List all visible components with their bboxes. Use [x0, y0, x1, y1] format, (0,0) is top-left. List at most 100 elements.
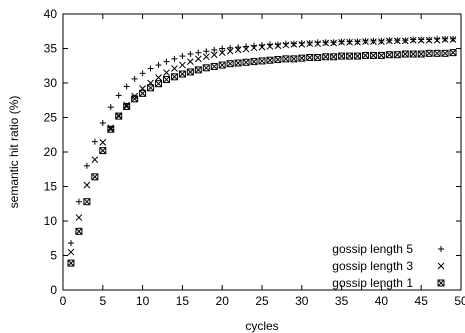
data-point — [155, 62, 162, 69]
y-tick-label: 35 — [44, 42, 58, 56]
data-point — [282, 40, 289, 47]
data-point — [75, 227, 83, 235]
x-tick-label: 40 — [375, 294, 389, 308]
legend-marker — [438, 246, 444, 252]
data-point — [298, 54, 306, 62]
y-tick-label: 0 — [50, 283, 57, 297]
data-point — [218, 61, 226, 69]
data-point — [290, 55, 298, 63]
data-point — [194, 66, 202, 74]
data-point — [258, 43, 266, 51]
data-point — [75, 198, 82, 205]
y-axis: 0 5 10 15 20 25 30 35 40 — [44, 7, 461, 297]
data-point — [187, 58, 194, 65]
data-point — [131, 75, 138, 82]
x-axis: 0 5 10 15 20 25 30 35 40 45 50 — [60, 14, 465, 308]
data-point — [433, 49, 441, 57]
data-point — [234, 59, 242, 67]
data-point — [179, 53, 186, 60]
series-layer — [67, 35, 457, 267]
data-point — [91, 173, 99, 181]
data-point — [99, 138, 107, 146]
data-point — [155, 80, 163, 88]
data-point — [67, 259, 75, 267]
series-3 — [67, 49, 457, 267]
data-point — [314, 53, 322, 61]
data-point — [226, 60, 234, 68]
data-point — [242, 58, 250, 66]
data-point — [290, 41, 298, 48]
data-point — [338, 38, 345, 46]
data-point — [242, 45, 250, 53]
data-point — [147, 65, 154, 72]
data-point — [99, 147, 107, 155]
y-tick-label: 10 — [44, 214, 58, 228]
data-point — [218, 49, 226, 56]
data-point — [210, 51, 218, 59]
data-point — [123, 102, 131, 110]
data-point — [162, 76, 170, 84]
data-point — [115, 112, 123, 120]
data-point — [282, 41, 290, 49]
data-point — [306, 40, 314, 48]
x-tick-label: 30 — [295, 294, 309, 308]
data-point — [417, 50, 425, 58]
data-point — [449, 36, 457, 43]
x-tick-label: 5 — [99, 294, 106, 308]
data-point — [338, 52, 346, 60]
data-point — [203, 48, 210, 55]
data-point — [386, 37, 393, 45]
data-point — [67, 248, 75, 256]
data-point — [346, 38, 353, 46]
x-tick-label: 35 — [335, 294, 349, 308]
x-tick-label: 10 — [136, 294, 150, 308]
data-point — [83, 162, 90, 169]
data-point — [298, 41, 306, 48]
y-axis-label: semantic hit ratio (%) — [7, 96, 21, 209]
data-point — [202, 53, 210, 61]
x-tick-label: 15 — [176, 294, 190, 308]
data-point — [131, 95, 139, 103]
data-point — [250, 58, 258, 66]
data-point — [361, 51, 369, 59]
data-point — [75, 214, 83, 221]
data-point — [369, 51, 377, 59]
data-point — [417, 36, 425, 44]
data-point — [370, 38, 377, 45]
data-point — [123, 83, 130, 90]
series-1 — [67, 35, 457, 247]
data-point — [171, 65, 178, 72]
data-point — [354, 52, 362, 60]
data-point — [107, 125, 115, 133]
data-point — [274, 41, 281, 48]
data-point — [266, 43, 274, 50]
data-point — [274, 42, 282, 50]
data-point — [139, 89, 147, 97]
legend-marker — [437, 279, 445, 287]
data-point — [298, 39, 305, 46]
data-point — [171, 55, 178, 62]
data-point — [425, 49, 433, 57]
series-2 — [67, 36, 457, 256]
data-point — [441, 36, 449, 43]
data-point — [179, 61, 186, 69]
data-point — [401, 50, 409, 58]
x-tick-label: 20 — [216, 294, 230, 308]
data-point — [99, 120, 106, 127]
data-point — [202, 64, 210, 72]
legend-label: gossip length 1 — [332, 276, 413, 290]
y-tick-label: 25 — [44, 111, 58, 125]
data-point — [210, 62, 218, 70]
data-point — [178, 70, 186, 78]
data-point — [91, 156, 99, 163]
data-point — [393, 37, 401, 45]
data-point — [322, 39, 330, 47]
data-point — [306, 53, 314, 61]
data-point — [409, 36, 417, 44]
data-point — [282, 55, 290, 63]
data-point — [266, 56, 274, 64]
legend: gossip length 5 gossip length 3 gossip len… — [332, 242, 445, 290]
data-point — [330, 39, 337, 47]
legend-label: gossip length 3 — [332, 259, 413, 273]
data-point — [314, 40, 322, 48]
